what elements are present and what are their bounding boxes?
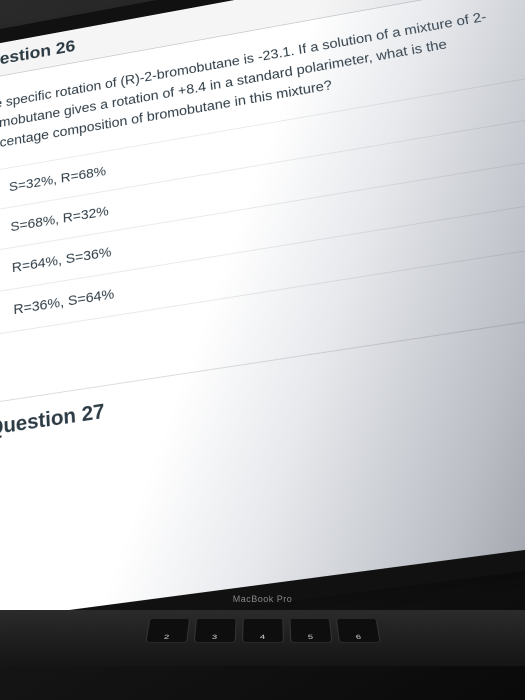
option-label: R=36%, S=64% xyxy=(13,286,115,318)
laptop-keyboard: 2 3 4 5 6 xyxy=(0,610,525,666)
option-label: R=64%, S=36% xyxy=(12,244,112,276)
laptop-bezel: Question 26 The specific rotation of (R)… xyxy=(0,0,525,700)
option-label: S=68%, R=32% xyxy=(10,204,109,235)
laptop-brand-label: MacBook Pro xyxy=(233,594,293,604)
quiz-page: Question 26 The specific rotation of (R)… xyxy=(0,0,525,623)
keyboard-key: 6 xyxy=(335,618,380,642)
keyboard-key: 3 xyxy=(193,618,236,642)
keyboard-key: 4 xyxy=(241,618,283,642)
keyboard-key: 5 xyxy=(289,618,332,642)
keyboard-key: 2 xyxy=(145,618,190,642)
laptop-screen: Question 26 The specific rotation of (R)… xyxy=(0,0,525,623)
option-label: S=32%, R=68% xyxy=(9,164,107,195)
next-question-header: Question 27 xyxy=(0,309,525,455)
